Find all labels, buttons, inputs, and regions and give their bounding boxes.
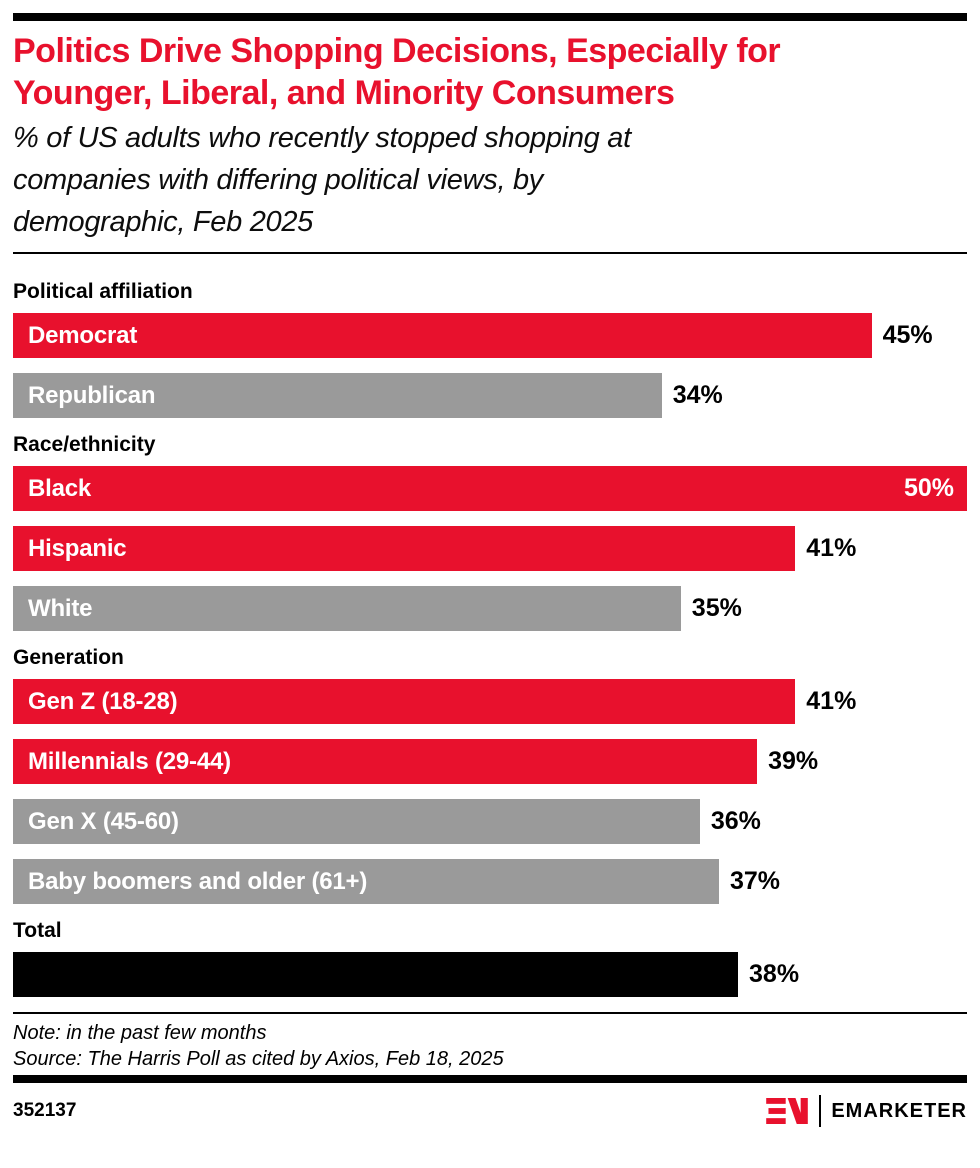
bar-label: Hispanic bbox=[28, 534, 127, 562]
emarketer-logo: EMARKETER bbox=[766, 1095, 967, 1127]
bar-value: 36% bbox=[710, 807, 761, 835]
chart-group: Political affiliation Democrat 45% Repub… bbox=[13, 280, 967, 418]
bar-label: Gen X (45-60) bbox=[28, 807, 179, 835]
footnote-divider bbox=[13, 1012, 967, 1014]
logo-divider bbox=[819, 1095, 822, 1127]
group-header: Generation bbox=[13, 646, 124, 669]
bar-fill: Millennials (29-44) bbox=[13, 739, 758, 784]
brand-name: EMARKETER bbox=[831, 1099, 967, 1122]
chart-title: Politics Drive Shopping Decisions, Espec… bbox=[13, 32, 781, 112]
bar-row: Millennials (29-44) 39% bbox=[13, 739, 967, 784]
group-rows: 38% bbox=[13, 952, 967, 997]
bar-label: Republican bbox=[28, 381, 156, 409]
bar-fill: Gen Z (18-28) bbox=[13, 679, 796, 724]
bar-value: 41% bbox=[806, 687, 857, 715]
group-rows: Gen Z (18-28) 41% Millennials (29-44) 39… bbox=[13, 679, 967, 904]
chart-id: 352137 bbox=[13, 1100, 77, 1121]
chart-notes: Note: in the past few months Source: The… bbox=[13, 1020, 967, 1072]
bar-row: Hispanic 41% bbox=[13, 526, 967, 571]
footer: 352137 EMARKETER bbox=[13, 1095, 967, 1127]
chart-page: Politics Drive Shopping Decisions, Espec… bbox=[13, 13, 967, 1127]
bar-value: 41% bbox=[806, 534, 857, 562]
bar-fill: Gen X (45-60) bbox=[13, 799, 700, 844]
bar-label: Gen Z (18-28) bbox=[28, 687, 178, 715]
chart-group: Total 38% bbox=[13, 919, 967, 997]
bar-row: Republican 34% bbox=[13, 373, 967, 418]
bar-row: Gen Z (18-28) 41% bbox=[13, 679, 967, 724]
chart-source: Source: The Harris Poll as cited by Axio… bbox=[13, 1048, 504, 1070]
bar-label: Black bbox=[28, 474, 92, 502]
bar-value: 37% bbox=[729, 867, 780, 895]
bar-label: Democrat bbox=[28, 321, 138, 349]
bar-value: 34% bbox=[672, 381, 723, 409]
group-header: Political affiliation bbox=[13, 280, 193, 303]
emarketer-logo-mark-icon bbox=[766, 1098, 809, 1124]
bottom-accent-bar bbox=[13, 1075, 967, 1083]
bar-row: 38% bbox=[13, 952, 967, 997]
bar-value: 45% bbox=[882, 321, 933, 349]
chart-group: Generation Gen Z (18-28) 41% Millennials… bbox=[13, 646, 967, 904]
bar-row: Black 50% bbox=[13, 466, 967, 511]
bar-fill: Republican bbox=[13, 373, 662, 418]
header-divider bbox=[13, 252, 967, 254]
bar-row: Gen X (45-60) 36% bbox=[13, 799, 967, 844]
bar-fill: Democrat bbox=[13, 313, 872, 358]
bar-value: 38% bbox=[749, 960, 800, 988]
bar-fill: Baby boomers and older (61+) bbox=[13, 859, 719, 904]
group-header: Race/ethnicity bbox=[13, 433, 156, 456]
group-header: Total bbox=[13, 919, 62, 942]
bar-fill: Hispanic bbox=[13, 526, 796, 571]
group-rows: Democrat 45% Republican 34% bbox=[13, 313, 967, 418]
bar-fill: Black 50% bbox=[13, 466, 967, 511]
top-accent-bar bbox=[13, 13, 967, 21]
bar-fill bbox=[13, 952, 739, 997]
bar-label: Baby boomers and older (61+) bbox=[28, 867, 368, 895]
chart-group: Race/ethnicity Black 50% Hispanic 41% Wh… bbox=[13, 433, 967, 631]
chart-subtitle: % of US adults who recently stopped shop… bbox=[13, 122, 631, 238]
bar-row: Baby boomers and older (61+) 37% bbox=[13, 859, 967, 904]
bar-chart: Political affiliation Democrat 45% Repub… bbox=[13, 280, 967, 997]
bar-value-inside: 50% bbox=[903, 474, 954, 502]
bar-label: White bbox=[28, 594, 93, 622]
bar-label: Millennials (29-44) bbox=[28, 747, 231, 775]
bar-row: Democrat 45% bbox=[13, 313, 967, 358]
bar-value: 39% bbox=[768, 747, 819, 775]
group-rows: Black 50% Hispanic 41% White 35% bbox=[13, 466, 967, 631]
bar-fill: White bbox=[13, 586, 681, 631]
bar-value: 35% bbox=[691, 594, 742, 622]
bar-row: White 35% bbox=[13, 586, 967, 631]
chart-note: Note: in the past few months bbox=[13, 1022, 267, 1044]
